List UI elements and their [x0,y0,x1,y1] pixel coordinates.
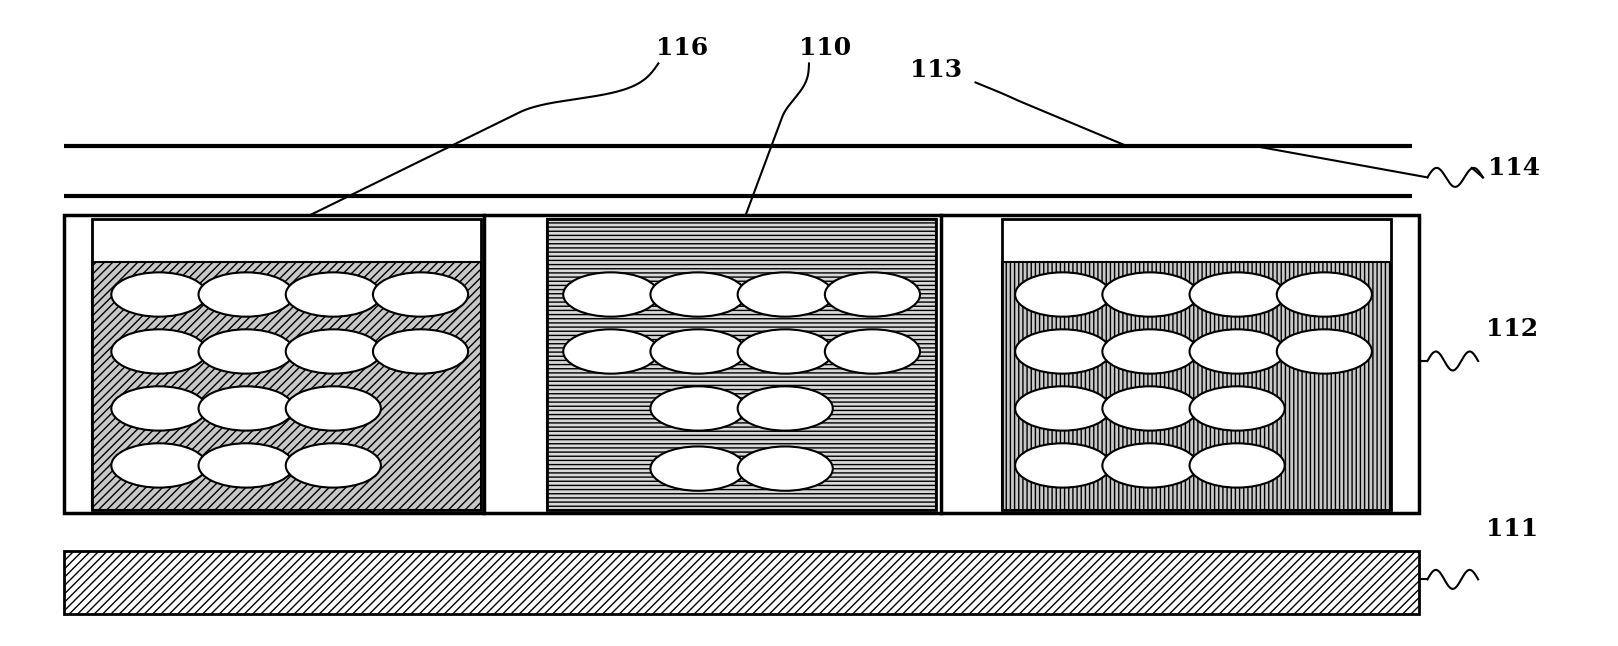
Ellipse shape [1277,273,1372,317]
Ellipse shape [112,329,207,373]
Ellipse shape [563,329,659,373]
Ellipse shape [199,329,293,373]
Ellipse shape [286,386,380,431]
Ellipse shape [1189,386,1285,431]
Ellipse shape [1189,329,1285,373]
Ellipse shape [1014,443,1110,488]
Bar [63,146,1411,196]
Ellipse shape [650,386,746,431]
Ellipse shape [1189,273,1285,317]
Ellipse shape [563,273,659,317]
Ellipse shape [286,273,380,317]
Text: 114: 114 [1487,156,1540,180]
Ellipse shape [112,443,207,488]
Bar [1003,262,1391,510]
Ellipse shape [650,329,746,373]
Bar [92,262,481,510]
Ellipse shape [1014,273,1110,317]
Ellipse shape [372,329,468,373]
Ellipse shape [1277,329,1372,373]
Bar [1003,218,1391,262]
Ellipse shape [286,443,380,488]
Bar [547,218,935,510]
Ellipse shape [1189,443,1285,488]
Bar [547,218,935,510]
Bar [63,551,1419,614]
Ellipse shape [738,329,833,373]
Ellipse shape [738,273,833,317]
Text: 116: 116 [655,36,709,59]
Ellipse shape [199,273,293,317]
Text: 110: 110 [799,36,851,59]
Ellipse shape [286,329,380,373]
Ellipse shape [1014,329,1110,373]
Ellipse shape [825,329,921,373]
Text: 113: 113 [909,57,963,82]
Ellipse shape [372,273,468,317]
Text: 112: 112 [1485,317,1539,341]
Ellipse shape [738,386,833,431]
Bar [1003,218,1391,510]
Ellipse shape [1014,386,1110,431]
Ellipse shape [199,386,293,431]
Ellipse shape [738,446,833,491]
Ellipse shape [650,273,746,317]
Ellipse shape [1102,386,1197,431]
Bar [92,218,481,510]
Ellipse shape [1102,329,1197,373]
Ellipse shape [1102,273,1197,317]
Bar [92,218,481,262]
Bar [63,215,1419,513]
Ellipse shape [1102,443,1197,488]
Ellipse shape [112,273,207,317]
Text: 111: 111 [1485,517,1539,541]
Ellipse shape [825,273,921,317]
Ellipse shape [650,446,746,491]
Ellipse shape [112,386,207,431]
Ellipse shape [199,443,293,488]
